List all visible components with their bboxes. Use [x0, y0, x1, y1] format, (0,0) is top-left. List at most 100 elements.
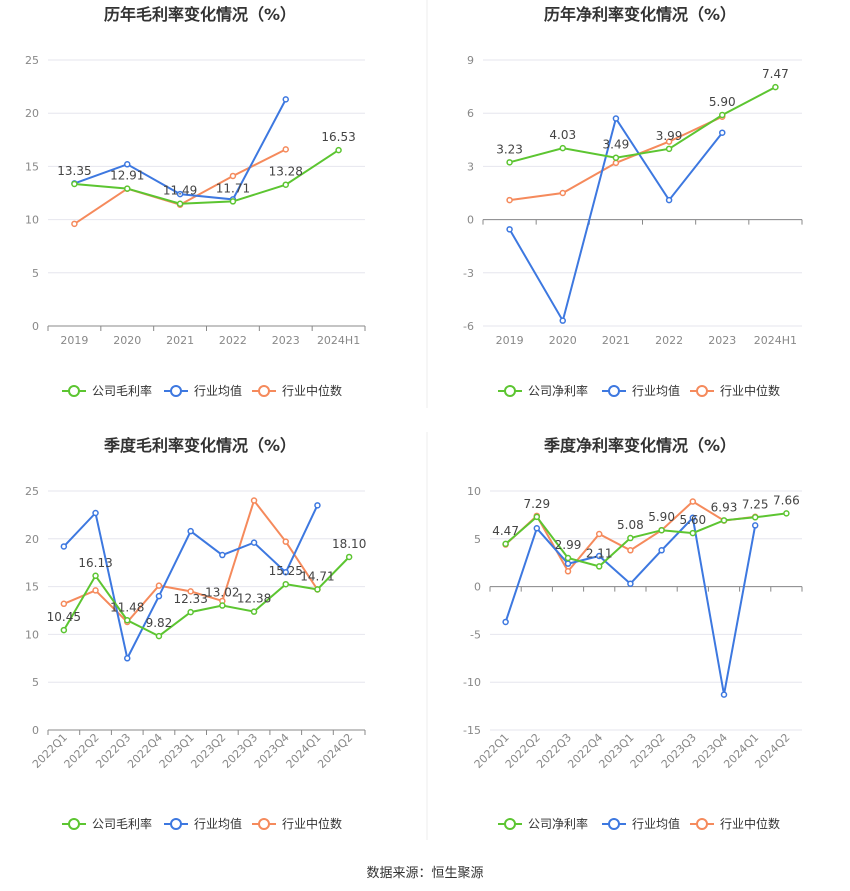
data-point-industry_avg: [689, 514, 697, 522]
data-label: 11.71: [216, 181, 250, 195]
chart-panel-2: 历年净利率变化情况（%） -6 -3 0 3 6 9 2019 2020 2021 2022 2023…: [463, 5, 803, 398]
data-point-industry_median: [564, 568, 572, 575]
data-point-industry_avg: [658, 547, 665, 554]
x-tick-label: 2019: [496, 334, 524, 347]
data-point-company: [335, 146, 342, 154]
data-point-industry_median: [92, 587, 99, 594]
data-label: 13.28: [269, 165, 303, 179]
data-point-company: [282, 181, 289, 188]
x-tick-label: 2024H1: [317, 334, 360, 347]
legend-label: 行业均值: [632, 816, 680, 831]
legend-label: 公司净利率: [528, 383, 588, 398]
legend-swatch-marker: [258, 818, 270, 830]
x-tick-label: 2022: [655, 334, 683, 347]
data-point-company: [627, 534, 634, 542]
data-point-company: [314, 586, 321, 593]
data-point-industry_median: [187, 588, 194, 595]
data-point-company: [783, 510, 790, 517]
legend-swatch-marker: [170, 385, 182, 397]
data-point-company: [155, 632, 163, 640]
data-point-company: [502, 540, 509, 548]
data-point-company: [71, 180, 78, 188]
data-point-industry_median: [689, 498, 697, 505]
x-tick-label: 2023: [708, 334, 736, 347]
data-point-company: [345, 553, 353, 561]
series-line-company: [509, 86, 776, 164]
data-point-industry_avg: [282, 96, 289, 103]
data-point-company: [250, 608, 258, 615]
data-label: 12.38: [237, 592, 271, 606]
data-point-industry_avg: [155, 592, 163, 600]
x-tick-label: 2023: [272, 334, 300, 347]
data-point-industry_median: [612, 159, 620, 167]
legend-swatch-marker: [608, 818, 620, 830]
data-point-company: [176, 200, 184, 207]
data-point-industry_avg: [502, 618, 509, 626]
y-tick-label: 0: [467, 214, 474, 227]
data-point-industry_avg: [506, 226, 513, 233]
data-point-industry_median: [595, 530, 603, 538]
data-point-industry_avg: [627, 580, 634, 587]
y-tick-label: -5: [470, 628, 481, 641]
data-label: 4.47: [492, 524, 519, 538]
x-tick-label: 2024Q2: [315, 731, 355, 771]
data-point-industry_median: [60, 600, 68, 608]
chart-title: 历年净利率变化情况（%）: [544, 5, 736, 24]
x-tick-label: 2021: [602, 334, 630, 347]
data-label: 5.90: [709, 95, 736, 109]
data-label: 11.48: [110, 600, 144, 614]
data-point-industry_avg: [60, 543, 68, 550]
data-point-company: [533, 513, 541, 521]
legend-swatch-marker: [696, 818, 708, 830]
y-tick-label: 0: [32, 724, 39, 737]
data-point-industry_median: [559, 189, 566, 197]
legend-label: 行业均值: [194, 383, 242, 398]
data-point-company: [282, 580, 289, 588]
legend-label: 公司毛利率: [92, 383, 152, 398]
data-label: 9.82: [146, 616, 173, 630]
legend-swatch-marker: [696, 385, 708, 397]
data-point-industry_avg: [250, 539, 258, 546]
data-label: 12.91: [110, 169, 144, 183]
y-tick-label: 9: [467, 54, 474, 67]
data-label: 3.49: [603, 138, 630, 152]
data-point-industry_avg: [559, 317, 566, 324]
data-point-industry_avg: [92, 509, 99, 517]
data-label: 11.49: [163, 184, 197, 198]
y-tick-label: 15: [25, 581, 39, 594]
series-line-company: [74, 149, 340, 205]
data-label: 3.99: [656, 129, 683, 143]
data-point-industry_avg: [124, 161, 131, 168]
chart-panel-1: 历年毛利率变化情况（%） 0 5 10 15 20 25 2019 2020 2021 2022 20…: [25, 5, 366, 398]
data-label: 7.66: [773, 493, 800, 507]
y-tick-label: 0: [474, 581, 481, 594]
data-source-note: 数据来源：恒生聚源: [366, 866, 484, 881]
legend-swatch-marker: [608, 385, 620, 397]
data-point-industry_avg: [282, 569, 289, 576]
series-line-company: [504, 512, 787, 568]
legend-swatch-marker: [504, 385, 516, 397]
x-tick-label: 2019: [60, 334, 88, 347]
y-tick-label: 15: [25, 160, 39, 173]
data-point-company: [720, 517, 728, 524]
y-tick-label: 10: [25, 214, 39, 227]
data-point-company: [60, 626, 68, 634]
data-label: 12.33: [173, 592, 207, 606]
y-tick-label: 25: [25, 54, 39, 67]
series-line-company: [63, 556, 350, 638]
data-point-industry_median: [71, 220, 78, 228]
y-tick-label: 5: [474, 533, 481, 546]
legend-swatch-marker: [68, 818, 80, 830]
legend-label: 行业均值: [632, 383, 680, 398]
data-label: 5.60: [679, 513, 706, 527]
chart-panel-3: 季度毛利率变化情况（%）05101520252022Q12022Q22022Q3…: [25, 436, 366, 831]
data-point-company: [772, 83, 779, 91]
data-label: 6.93: [711, 500, 738, 514]
data-point-industry_median: [282, 538, 289, 545]
x-tick-label: 2021: [166, 334, 194, 347]
y-tick-label: 10: [467, 485, 481, 498]
data-label: 5.90: [648, 510, 675, 524]
data-point-industry_avg: [751, 522, 759, 529]
data-label: 16.13: [78, 556, 112, 570]
